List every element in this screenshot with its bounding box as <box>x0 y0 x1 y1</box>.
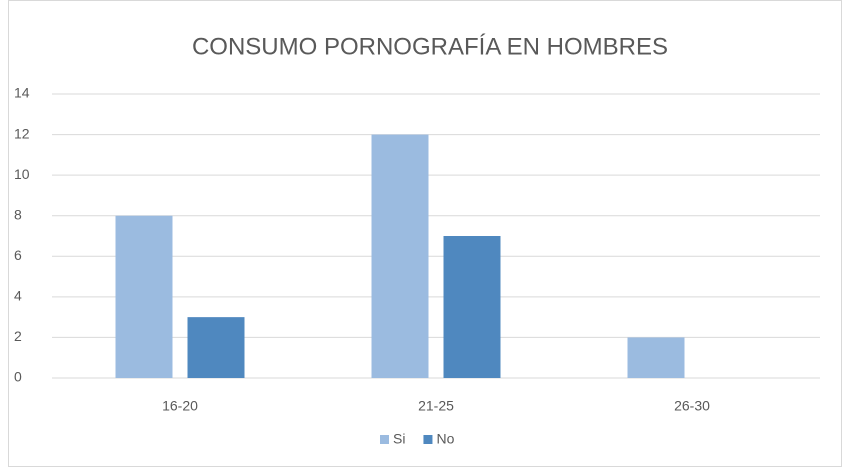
legend-swatch <box>380 435 389 444</box>
y-tick-label: 12 <box>14 125 30 141</box>
bar <box>443 236 501 378</box>
bar <box>371 134 429 378</box>
y-tick-label: 4 <box>14 288 22 304</box>
x-tick-label: 21-25 <box>418 398 454 414</box>
bar <box>115 215 173 378</box>
legend-label: No <box>436 431 454 447</box>
bar <box>627 337 685 378</box>
y-tick-label: 10 <box>14 166 30 182</box>
chart-title: CONSUMO PORNOGRAFÍA EN HOMBRES <box>192 33 668 60</box>
y-tick-label: 0 <box>14 369 22 385</box>
legend-label: Si <box>393 431 405 447</box>
y-tick-label: 2 <box>14 328 22 344</box>
x-tick-label: 26-30 <box>674 398 710 414</box>
legend-swatch <box>423 435 433 444</box>
y-tick-label: 8 <box>14 206 22 222</box>
bar <box>187 317 245 378</box>
y-tick-label: 6 <box>14 247 22 263</box>
y-tick-label: 14 <box>14 85 30 101</box>
x-tick-label: 16-20 <box>162 398 198 414</box>
